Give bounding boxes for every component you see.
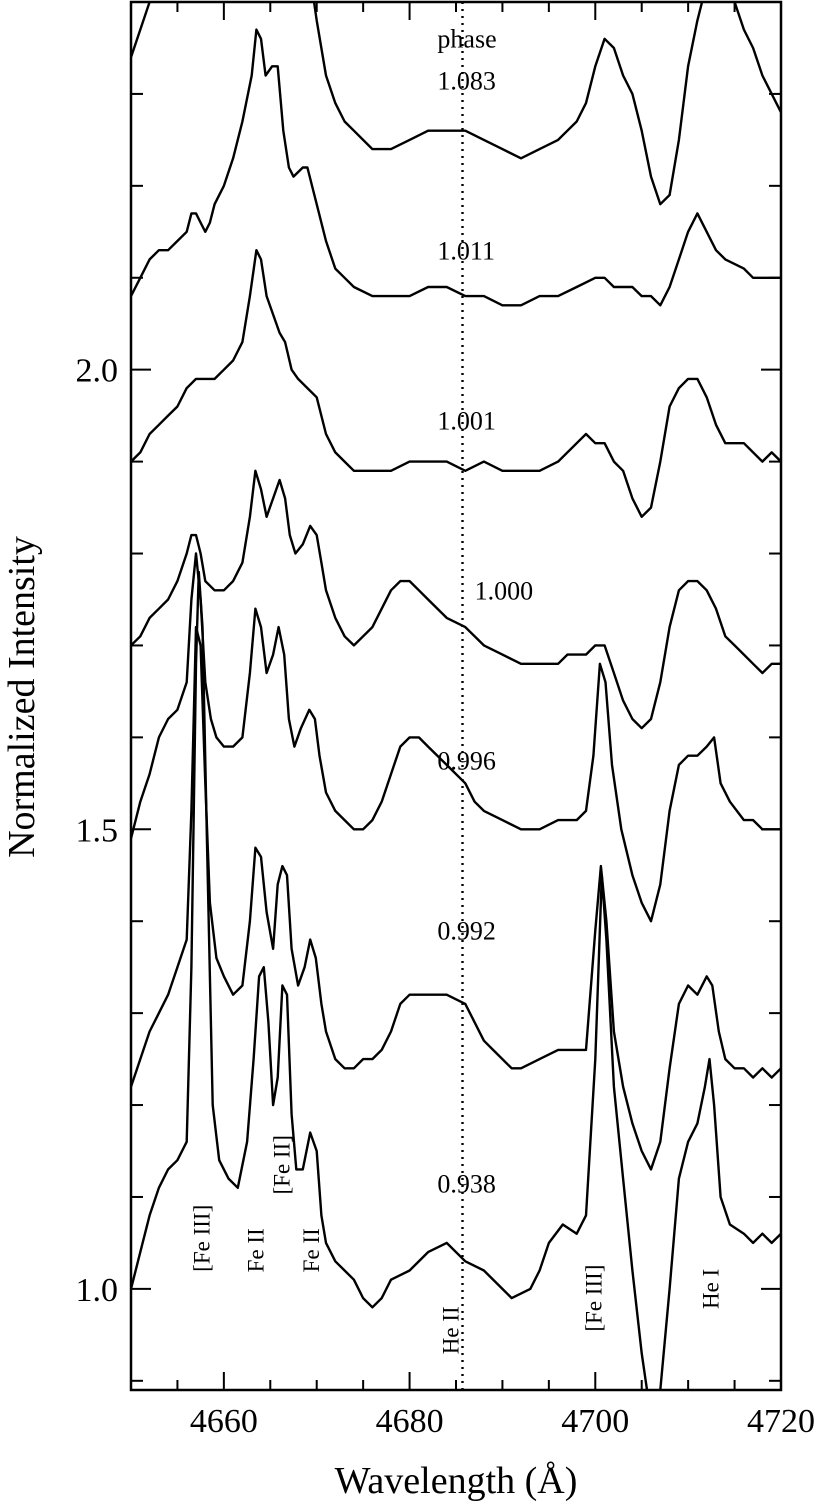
axis-ticks bbox=[130, 1, 782, 1390]
phase-label: 1.000 bbox=[475, 576, 533, 605]
spectrum-line-phase-0.938 bbox=[131, 570, 781, 1390]
spectrum-line-phase-0.992 bbox=[131, 625, 781, 1171]
spectra-series bbox=[131, 2, 781, 1390]
spectrum-line-phase-1.001 bbox=[131, 249, 781, 518]
line-id-label: Fe II bbox=[299, 1228, 324, 1272]
spectrum-line-phase-1.083 bbox=[131, 2, 781, 206]
x-tick-label: 4700 bbox=[561, 1403, 629, 1440]
phase-label: 0.938 bbox=[437, 1169, 496, 1198]
line-id-label: He II bbox=[438, 1306, 463, 1354]
line-id-label: Fe II bbox=[243, 1228, 268, 1272]
phase-label: 1.001 bbox=[437, 406, 496, 435]
y-tick-label: 1.0 bbox=[76, 1272, 119, 1309]
phase-label: 1.083 bbox=[437, 66, 496, 95]
x-tick-label: 4660 bbox=[190, 1403, 258, 1440]
y-axis-title: Normalized Intensity bbox=[1, 536, 43, 858]
phase-label: 0.996 bbox=[437, 747, 496, 776]
line-id-label: [Fe III] bbox=[190, 1205, 215, 1272]
spectrum-line-phase-1.000 bbox=[131, 469, 781, 730]
line-id-label: [Fe III] bbox=[581, 1265, 606, 1332]
phase-label: 1.011 bbox=[437, 236, 495, 265]
x-tick-label: 4720 bbox=[747, 1403, 815, 1440]
y-tick-label: 2.0 bbox=[76, 353, 119, 390]
phase-header: phase bbox=[437, 24, 496, 53]
y-tick-label: 1.5 bbox=[76, 812, 119, 849]
spectrum-line-phase-0.996 bbox=[131, 552, 781, 923]
phase-label: 0.992 bbox=[437, 917, 496, 946]
spectrum-line-phase-1.011 bbox=[131, 28, 781, 307]
x-axis-title: Wavelength (Å) bbox=[335, 1460, 578, 1502]
line-id-label: He I bbox=[698, 1269, 723, 1309]
line-id-label: [Fe II] bbox=[269, 1135, 294, 1194]
chart-labels: 4660 4680 4700 4720 1.0 1.5 2.0 phase 0.938 0.992… bbox=[76, 24, 816, 1440]
x-tick-label: 4680 bbox=[376, 1403, 444, 1440]
